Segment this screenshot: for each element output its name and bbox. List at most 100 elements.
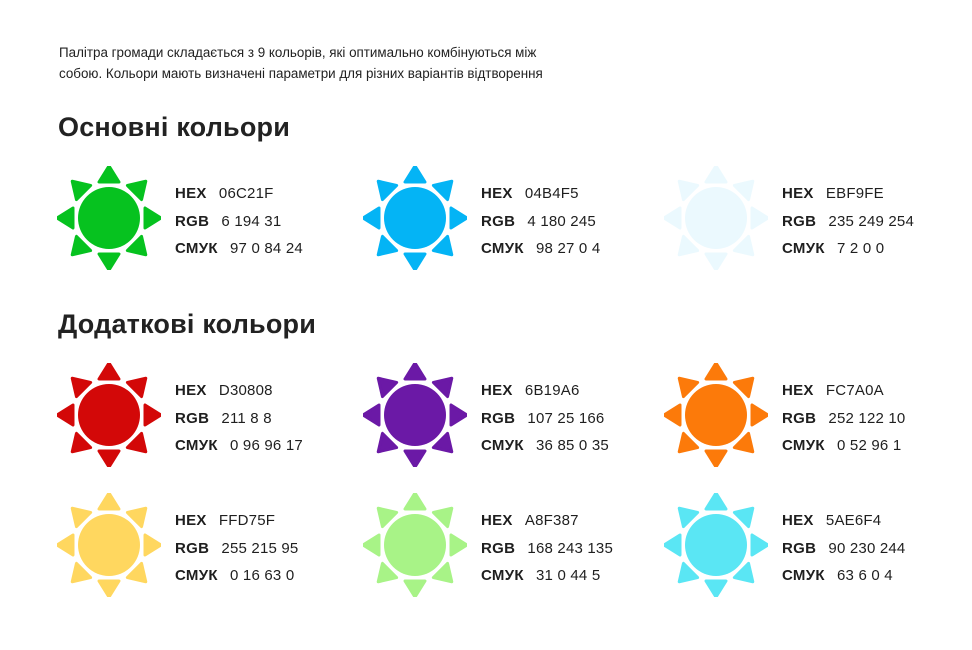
color-values: HEX D30808 RGB 211 8 8 СМУК 0 96 96 17 [175,377,303,460]
cmyk-label: СМУК [481,567,524,584]
hex-value: FC7A0A [825,382,884,399]
cmyk-label: СМУК [782,437,825,454]
color-values: HEX 5AE6F4 RGB 90 230 244 СМУК 63 6 0 4 [782,507,905,590]
sun-icon [361,164,469,272]
rgb-value: 90 230 244 [828,539,906,557]
cmyk-label: СМУК [782,240,825,257]
sun-icon [55,491,163,599]
hex-label: HEX [782,185,814,202]
cmyk-row: СМУК 0 16 63 0 [175,562,298,590]
hex-row: HEX 04B4F5 [481,180,600,208]
color-swatch: HEX FFD75F RGB 255 215 95 СМУК 0 16 63 0 [55,491,357,603]
cmyk-row: СМУК 0 96 96 17 [175,432,303,460]
rgb-value: 6 194 31 [221,212,282,230]
color-swatch: HEX EBF9FE RGB 235 249 254 СМУК 7 2 0 0 [662,164,964,276]
hex-value: D30808 [218,382,273,399]
color-values: HEX 06C21F RGB 6 194 31 СМУК 97 0 84 24 [175,180,303,263]
cmyk-row: СМУК 31 0 44 5 [481,562,613,590]
cmyk-row: СМУК 0 52 96 1 [782,432,905,460]
cmyk-label: СМУК [175,240,218,257]
rgb-row: RGB 168 243 135 [481,535,613,563]
cmyk-row: СМУК 36 85 0 35 [481,432,609,460]
cmyk-row: СМУК 63 6 0 4 [782,562,905,590]
cmyk-label: СМУК [481,437,524,454]
sun-icon [55,361,163,469]
cmyk-value: 63 6 0 4 [837,567,893,584]
color-swatch: HEX 6B19A6 RGB 107 25 166 СМУК 36 85 0 3… [361,361,663,473]
cmyk-value: 0 52 96 1 [837,437,902,454]
color-swatch: HEX FC7A0A RGB 252 122 10 СМУК 0 52 96 1 [662,361,964,473]
cmyk-label: СМУК [481,240,524,257]
cmyk-label: СМУК [782,567,825,584]
hex-row: HEX FFD75F [175,507,298,535]
intro-line-2: собою. Кольори мають визначені параметри… [59,66,543,81]
rgb-label: RGB [175,409,210,427]
color-swatch: HEX 5AE6F4 RGB 90 230 244 СМУК 63 6 0 4 [662,491,964,603]
sun-icon [662,361,770,469]
sun-icon [361,491,469,599]
cmyk-value: 36 85 0 35 [536,437,609,454]
hex-row: HEX 6B19A6 [481,377,609,405]
cmyk-value: 31 0 44 5 [536,567,601,584]
hex-value: FFD75F [218,512,276,529]
hex-row: HEX FC7A0A [782,377,905,405]
cmyk-label: СМУК [175,567,218,584]
rgb-row: RGB 235 249 254 [782,208,914,236]
rgb-row: RGB 252 122 10 [782,405,905,433]
rgb-value: 235 249 254 [828,212,915,230]
cmyk-value: 98 27 0 4 [536,240,601,257]
cmyk-value: 0 16 63 0 [230,567,295,584]
rgb-label: RGB [175,539,210,557]
sun-icon [55,164,163,272]
cmyk-label: СМУК [175,437,218,454]
cmyk-row: СМУК 98 27 0 4 [481,235,600,263]
rgb-row: RGB 255 215 95 [175,535,298,563]
hex-value: 5AE6F4 [825,512,882,529]
color-values: HEX A8F387 RGB 168 243 135 СМУК 31 0 44 … [481,507,613,590]
rgb-label: RGB [175,212,210,230]
intro-line-1: Палітра громади складається з 9 кольорів… [59,45,537,60]
color-swatch: HEX D30808 RGB 211 8 8 СМУК 0 96 96 17 [55,361,357,473]
sun-icon [662,164,770,272]
hex-row: HEX 06C21F [175,180,303,208]
intro-text: Палітра громади складається з 9 кольорів… [59,42,679,84]
hex-row: HEX EBF9FE [782,180,914,208]
rgb-row: RGB 107 25 166 [481,405,609,433]
hex-value: 06C21F [218,185,274,202]
cmyk-value: 7 2 0 0 [837,240,885,257]
sun-icon [361,361,469,469]
color-values: HEX FFD75F RGB 255 215 95 СМУК 0 16 63 0 [175,507,298,590]
rgb-label: RGB [782,539,817,557]
color-swatch: HEX 04B4F5 RGB 4 180 245 СМУК 98 27 0 4 [361,164,663,276]
hex-label: HEX [782,512,814,529]
rgb-value: 255 215 95 [221,539,299,557]
hex-label: HEX [481,512,513,529]
color-values: HEX EBF9FE RGB 235 249 254 СМУК 7 2 0 0 [782,180,914,263]
hex-label: HEX [782,382,814,399]
rgb-value: 4 180 245 [527,212,596,230]
color-swatch: HEX 06C21F RGB 6 194 31 СМУК 97 0 84 24 [55,164,357,276]
hex-label: HEX [175,512,207,529]
rgb-row: RGB 211 8 8 [175,405,303,433]
hex-row: HEX 5AE6F4 [782,507,905,535]
rgb-value: 211 8 8 [221,409,272,427]
hex-row: HEX A8F387 [481,507,613,535]
color-values: HEX 6B19A6 RGB 107 25 166 СМУК 36 85 0 3… [481,377,609,460]
rgb-label: RGB [481,212,516,230]
cmyk-value: 97 0 84 24 [230,240,303,257]
hex-value: 6B19A6 [524,382,580,399]
section-title-additional: Додаткові кольори [58,309,317,339]
rgb-label: RGB [782,409,817,427]
rgb-value: 252 122 10 [828,409,906,427]
sun-icon [662,491,770,599]
rgb-row: RGB 6 194 31 [175,208,303,236]
rgb-row: RGB 4 180 245 [481,208,600,236]
rgb-value: 107 25 166 [527,409,605,427]
rgb-row: RGB 90 230 244 [782,535,905,563]
rgb-value: 168 243 135 [527,539,614,557]
cmyk-row: СМУК 97 0 84 24 [175,235,303,263]
hex-label: HEX [175,382,207,399]
color-swatch: HEX A8F387 RGB 168 243 135 СМУК 31 0 44 … [361,491,663,603]
rgb-label: RGB [481,539,516,557]
rgb-label: RGB [782,212,817,230]
